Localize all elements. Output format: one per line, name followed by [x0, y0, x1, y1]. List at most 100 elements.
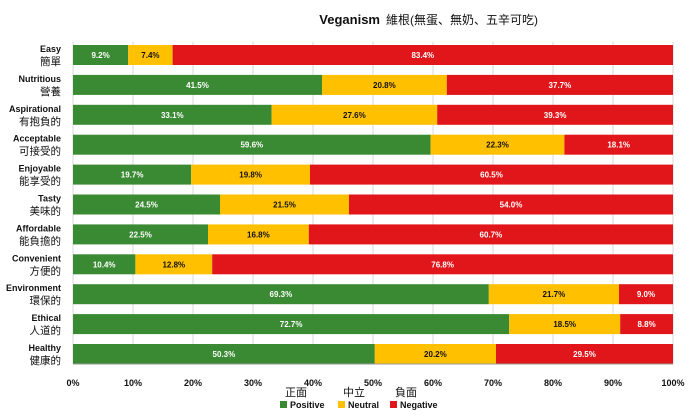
- data-label-neutral: 19.8%: [239, 171, 262, 180]
- legend-label-zh: 負面: [395, 386, 417, 399]
- bar-positive: [73, 134, 431, 155]
- data-label-positive: 9.2%: [91, 51, 109, 60]
- category-label-en: Environment: [6, 283, 61, 293]
- x-tick-label: 100%: [661, 378, 684, 388]
- bar-positive: [73, 194, 220, 215]
- bar-neutral: [488, 284, 619, 305]
- x-tick-label: 20%: [184, 378, 202, 388]
- legend-swatch-negative: [390, 401, 397, 408]
- category-label-zh: 簡單: [40, 55, 61, 68]
- category-label-zh: 人道的: [30, 324, 62, 337]
- category-label-zh: 健康的: [30, 354, 62, 367]
- bar-positive: [73, 224, 208, 245]
- legend-swatch-positive: [280, 401, 287, 408]
- category-label-en: Enjoyable: [18, 164, 61, 174]
- category-label-en: Easy: [40, 44, 61, 54]
- legend-label-en: Neutral: [348, 400, 379, 410]
- data-label-neutral: 20.2%: [424, 350, 447, 359]
- data-label-neutral: 18.5%: [553, 320, 576, 329]
- bar-negative: [446, 74, 673, 95]
- data-label-negative: 9.0%: [637, 290, 655, 299]
- bar-negative: [172, 45, 673, 65]
- category-label-en: Ethical: [31, 313, 61, 323]
- data-label-positive: 41.5%: [186, 81, 209, 90]
- legend-label-zh: 中立: [343, 385, 365, 399]
- bar-neutral: [430, 134, 565, 155]
- data-label-negative: 29.5%: [573, 350, 596, 359]
- bar-negative: [564, 134, 673, 155]
- bar-negative: [496, 344, 673, 364]
- data-label-neutral: 21.5%: [273, 201, 296, 210]
- data-label-positive: 72.7%: [280, 320, 303, 329]
- data-label-neutral: 7.4%: [141, 51, 159, 60]
- bar-neutral: [509, 314, 621, 335]
- bar-positive: [73, 284, 489, 305]
- bar-negative: [619, 284, 673, 305]
- legend-label-en: Positive: [290, 400, 325, 410]
- category-label-en: Acceptable: [13, 134, 61, 144]
- legend-label-en: Negative: [400, 400, 438, 410]
- data-label-neutral: 22.3%: [486, 141, 509, 150]
- data-label-positive: 33.1%: [161, 111, 184, 120]
- chart-title: Veganism: [319, 12, 380, 27]
- x-tick-label: 90%: [604, 378, 622, 388]
- data-label-neutral: 21.7%: [543, 290, 566, 299]
- bar-neutral: [322, 74, 447, 95]
- category-label-en: Nutritious: [19, 74, 62, 84]
- data-label-neutral: 12.8%: [162, 260, 185, 269]
- bar-positive: [73, 314, 510, 335]
- bar-neutral: [374, 344, 496, 364]
- data-label-positive: 69.3%: [270, 290, 293, 299]
- bar-negative: [310, 164, 673, 185]
- category-label-en: Aspirational: [9, 104, 61, 114]
- x-tick-label: 30%: [244, 378, 262, 388]
- data-label-positive: 19.7%: [121, 171, 144, 180]
- data-label-neutral: 20.8%: [373, 81, 396, 90]
- category-label-zh: 環保的: [30, 294, 62, 307]
- bar-negative: [437, 104, 673, 125]
- bar-negative: [308, 224, 673, 245]
- data-label-negative: 60.7%: [480, 230, 503, 239]
- chart-subtitle: 維根(無蛋、無奶、五辛可吃): [386, 12, 538, 27]
- data-label-negative: 39.3%: [544, 111, 567, 120]
- data-label-negative: 8.8%: [637, 320, 655, 329]
- bar-neutral: [271, 104, 438, 125]
- bar-negative: [620, 314, 673, 335]
- x-tick-label: 50%: [364, 378, 382, 388]
- bar-neutral: [191, 164, 310, 185]
- data-label-positive: 22.5%: [129, 230, 152, 239]
- category-label-zh: 營養: [40, 85, 61, 98]
- category-label-zh: 方便的: [30, 264, 62, 277]
- category-label-zh: 美味的: [30, 205, 62, 218]
- bar-negative: [212, 254, 673, 275]
- bar-positive: [73, 254, 136, 275]
- x-tick-label: 10%: [124, 378, 142, 388]
- data-label-positive: 59.6%: [240, 141, 263, 150]
- category-label-en: Tasty: [38, 194, 61, 204]
- data-label-negative: 83.4%: [411, 51, 434, 60]
- data-label-neutral: 16.8%: [247, 230, 270, 239]
- x-tick-label: 80%: [544, 378, 562, 388]
- category-label-zh: 可接受的: [19, 145, 61, 158]
- data-label-negative: 37.7%: [549, 81, 572, 90]
- data-label-positive: 50.3%: [213, 350, 236, 359]
- category-label-zh: 能享受的: [19, 175, 61, 188]
- x-tick-label: 0%: [66, 378, 79, 388]
- data-label-negative: 54.0%: [500, 201, 523, 210]
- category-label-en: Affordable: [16, 223, 61, 233]
- bar-neutral: [220, 194, 349, 215]
- data-label-negative: 60.5%: [480, 171, 503, 180]
- category-label-zh: 能負擔的: [19, 234, 61, 247]
- bar-positive: [73, 164, 192, 185]
- bar-positive: [73, 104, 272, 125]
- bar-neutral: [208, 224, 309, 245]
- bar-neutral: [135, 254, 213, 275]
- legend-swatch-neutral: [338, 401, 345, 408]
- legend-label-zh: 正面: [285, 387, 307, 399]
- bar-positive: [73, 74, 322, 95]
- x-tick-label: 60%: [424, 378, 442, 388]
- bar-negative: [349, 194, 673, 215]
